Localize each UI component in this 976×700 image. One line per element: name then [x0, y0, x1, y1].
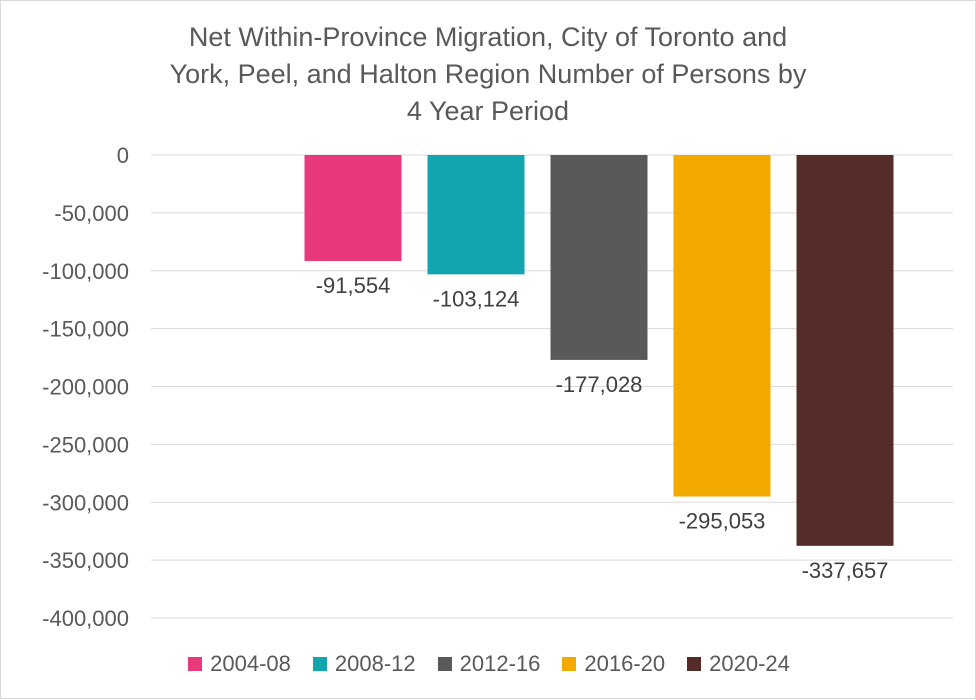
y-tick-label: -200,000 [42, 375, 129, 400]
y-tick-label: -250,000 [42, 432, 129, 457]
legend-swatch [188, 657, 203, 671]
legend-swatch [562, 657, 577, 671]
legend-label: 2012-16 [459, 651, 541, 676]
y-tick-label: -150,000 [42, 317, 129, 342]
legend-label: 2020-24 [709, 651, 790, 676]
chart-title-line-1: Net Within-Province Migration, City of T… [188, 22, 788, 52]
y-tick-label: -100,000 [42, 259, 129, 284]
legend-item-2008-12: 2008-12 [312, 651, 416, 677]
data-label-2004-08: -91,554 [316, 273, 391, 298]
data-label-2020-24: -337,657 [802, 558, 889, 583]
bar-2012-16 [550, 155, 648, 360]
bar-2008-12 [427, 155, 525, 275]
legend-label: 2008-12 [334, 651, 416, 676]
legend-swatch [312, 657, 327, 671]
y-tick-label: 0 [117, 143, 129, 168]
y-tick-label: -350,000 [42, 548, 129, 573]
chart-title-line-2: York, Peel, and Halton Region Number of … [169, 59, 807, 89]
bar-2016-20 [673, 155, 771, 497]
legend-swatch [687, 657, 702, 671]
bar-2020-24 [796, 155, 894, 546]
data-label-2016-20: -295,053 [679, 509, 766, 534]
y-tick-label: -400,000 [42, 606, 129, 631]
legend-item-2016-20: 2016-20 [562, 651, 665, 677]
chart-title: Net Within-Province Migration, City of T… [41, 19, 935, 130]
data-label-2012-16: -177,028 [556, 372, 643, 397]
legend-item-2020-24: 2020-24 [687, 651, 790, 677]
y-tick-label: -50,000 [54, 201, 129, 226]
chart-legend: 2004-08 2008-12 2012-16 2016-20 2020-24 [1, 651, 976, 677]
y-tick-label: -300,000 [42, 490, 129, 515]
legend-swatch [437, 657, 452, 671]
data-label-2008-12: -103,124 [433, 286, 520, 311]
bar-2004-08 [304, 155, 402, 261]
legend-item-2012-16: 2012-16 [437, 651, 541, 677]
chart-title-line-3: 4 Year Period [406, 96, 570, 126]
legend-item-2004-08: 2004-08 [188, 651, 291, 677]
legend-label: 2004-08 [210, 651, 291, 676]
legend-label: 2016-20 [584, 651, 666, 676]
